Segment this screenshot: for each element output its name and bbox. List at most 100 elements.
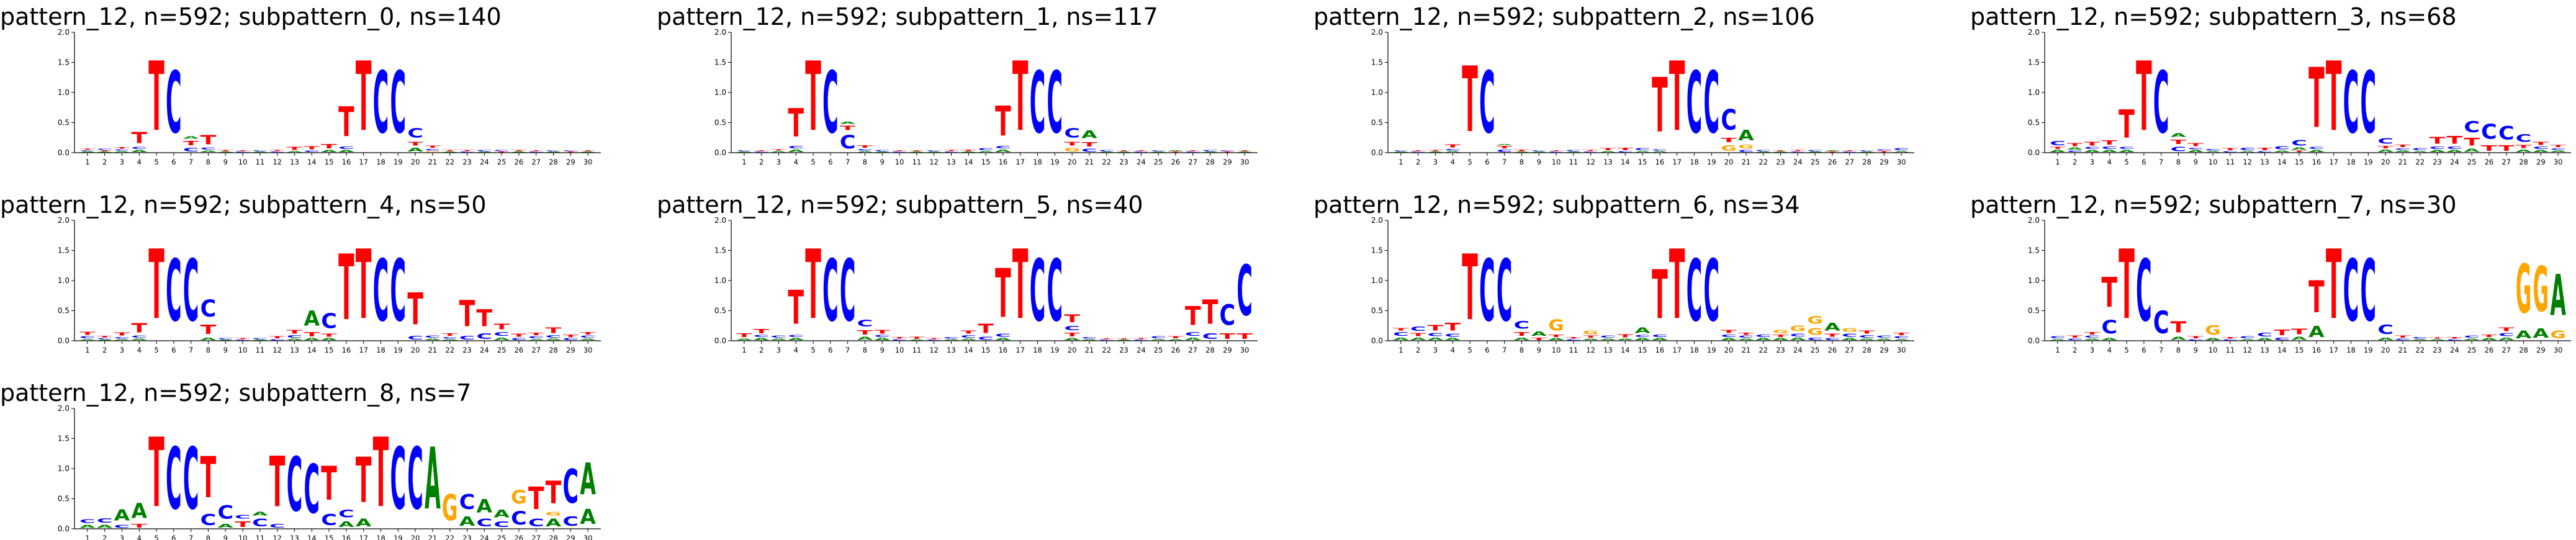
logo-letter-c: C bbox=[943, 336, 960, 339]
logo-letter-c: C bbox=[252, 150, 268, 151]
logo-letter-c: C bbox=[2274, 145, 2290, 150]
x-tick-label: 20 bbox=[411, 158, 420, 166]
x-tick-label: 9 bbox=[223, 534, 228, 540]
logo-letter-a: A bbox=[1444, 338, 1461, 341]
logo-letter-a: A bbox=[2291, 147, 2308, 150]
logo-letter-a: A bbox=[442, 339, 459, 341]
logo-letter-a: A bbox=[1236, 151, 1253, 153]
logo-letter-a: A bbox=[736, 151, 752, 153]
logo-letter-c: C bbox=[477, 150, 493, 151]
logo-letter-a: A bbox=[1652, 151, 1669, 153]
logo-letter-c: C bbox=[1687, 53, 1703, 153]
logo-letter-c: C bbox=[2153, 53, 2169, 153]
logo-letter-c: C bbox=[183, 146, 199, 153]
x-tick-label: 17 bbox=[2329, 346, 2338, 354]
y-tick-label: 1.5 bbox=[58, 246, 70, 255]
y-tick-label: 1.5 bbox=[58, 58, 70, 67]
logo-letter-t: T bbox=[1876, 151, 1893, 153]
logo-letter-t: T bbox=[97, 335, 114, 338]
logo-letter-c: C bbox=[2361, 53, 2377, 153]
x-tick-label: 14 bbox=[1621, 346, 1630, 354]
logo-letter-t: T bbox=[1773, 150, 1789, 151]
x-tick-label: 6 bbox=[1485, 158, 1489, 166]
logo-letter-t: T bbox=[459, 150, 475, 151]
logo-letter-a: A bbox=[2084, 338, 2101, 341]
logo-letter-t: T bbox=[1773, 334, 1790, 338]
logo-letter-t: T bbox=[1133, 150, 1150, 151]
x-tick-label: 28 bbox=[1205, 346, 1215, 354]
logo-letter-c: C bbox=[961, 335, 977, 338]
logo-letter-a: A bbox=[1773, 151, 1789, 153]
logo-panel: pattern_12, n=592; subpattern_5, ns=40 0.… bbox=[657, 191, 1258, 354]
x-tick-label: 8 bbox=[863, 346, 867, 354]
logo-letter-a: A bbox=[1738, 338, 1755, 341]
logo-letter-a: A bbox=[874, 151, 890, 153]
logo-letter-c: C bbox=[269, 523, 286, 529]
logo-letter-c: C bbox=[1634, 335, 1651, 338]
logo-letter-a: A bbox=[2119, 150, 2135, 153]
logo-letter-a: A bbox=[926, 151, 942, 153]
panel-title: pattern_12, n=592; subpattern_5, ns=40 bbox=[657, 191, 1143, 218]
x-tick-label: 20 bbox=[411, 346, 420, 354]
x-tick-label: 1 bbox=[1398, 158, 1403, 166]
logo-letter-a: A bbox=[2187, 150, 2204, 153]
x-tick-label: 3 bbox=[777, 346, 781, 354]
logo-letter-t: T bbox=[1600, 148, 1617, 151]
logo-panel: pattern_12, n=592; subpattern_3, ns=68 0.… bbox=[1970, 3, 2571, 166]
logo-letter-c: C bbox=[2481, 120, 2497, 144]
logo-letter-a: A bbox=[2291, 336, 2307, 341]
y-tick-label: 1.5 bbox=[1371, 58, 1383, 67]
logo-letter-a: A bbox=[1410, 337, 1427, 341]
logo-letter-c: C bbox=[563, 514, 579, 529]
x-tick-label: 26 bbox=[1828, 346, 1837, 354]
logo-letter-t: T bbox=[1565, 336, 1582, 339]
x-tick-label: 6 bbox=[171, 158, 176, 166]
logo-letter-c: C bbox=[1133, 151, 1150, 153]
logo-letter-g: G bbox=[1807, 326, 1823, 338]
logo-letter-t: T bbox=[528, 333, 545, 336]
x-tick-label: 5 bbox=[154, 534, 158, 540]
logo-letter-t: T bbox=[114, 146, 131, 149]
x-tick-label: 16 bbox=[1655, 346, 1665, 354]
x-tick-label: 21 bbox=[428, 158, 438, 166]
x-tick-label: 8 bbox=[206, 346, 210, 354]
x-tick-label: 15 bbox=[325, 534, 334, 540]
logo-letter-t: T bbox=[1790, 150, 1806, 151]
x-tick-label: 4 bbox=[1451, 346, 1455, 354]
x-tick-label: 19 bbox=[1050, 158, 1060, 166]
logo-letter-t: T bbox=[304, 331, 320, 338]
logo-letter-t: T bbox=[1514, 331, 1530, 337]
x-tick-label: 17 bbox=[2329, 158, 2338, 166]
logo-letter-a: A bbox=[114, 339, 131, 341]
x-tick-label: 23 bbox=[2433, 346, 2442, 354]
x-tick-label: 21 bbox=[1742, 158, 1751, 166]
logo-letter-c: C bbox=[2222, 339, 2238, 341]
logo-letter-t: T bbox=[2171, 138, 2187, 145]
x-tick-label: 9 bbox=[880, 158, 885, 166]
logo-letter-c: C bbox=[1236, 251, 1253, 332]
logo-letter-a: A bbox=[2308, 323, 2325, 341]
logo-letter-c: C bbox=[2464, 335, 2480, 338]
logo-letter-t: T bbox=[200, 323, 217, 338]
x-tick-label: 10 bbox=[2209, 158, 2218, 166]
logo-letter-c: C bbox=[1790, 333, 1806, 337]
logo-letter-a: A bbox=[1652, 338, 1669, 341]
logo-panel: pattern_12, n=592; subpattern_7, ns=30 0.… bbox=[1970, 191, 2571, 354]
logo-letter-a: A bbox=[321, 338, 338, 341]
x-tick-label: 30 bbox=[583, 158, 593, 166]
x-tick-label: 17 bbox=[359, 534, 368, 540]
x-tick-label: 11 bbox=[1569, 158, 1578, 166]
logo-letter-a: A bbox=[978, 151, 994, 153]
x-tick-label: 14 bbox=[307, 346, 317, 354]
logo-letter-c: C bbox=[252, 338, 268, 340]
logo-letter-c: C bbox=[1514, 320, 1530, 331]
logo-letter-t: T bbox=[1220, 331, 1236, 341]
logo-letter-c: C bbox=[1583, 151, 1599, 153]
logo-letter-c: C bbox=[269, 151, 286, 153]
logo-letter-c: C bbox=[874, 150, 890, 151]
logo-letter-a: A bbox=[2516, 149, 2533, 153]
logo-letter-c: C bbox=[1410, 151, 1426, 153]
logo-letter-t: T bbox=[1081, 141, 1097, 148]
logo-letter-t: T bbox=[1669, 230, 1685, 341]
logo-letter-t: T bbox=[926, 338, 942, 340]
